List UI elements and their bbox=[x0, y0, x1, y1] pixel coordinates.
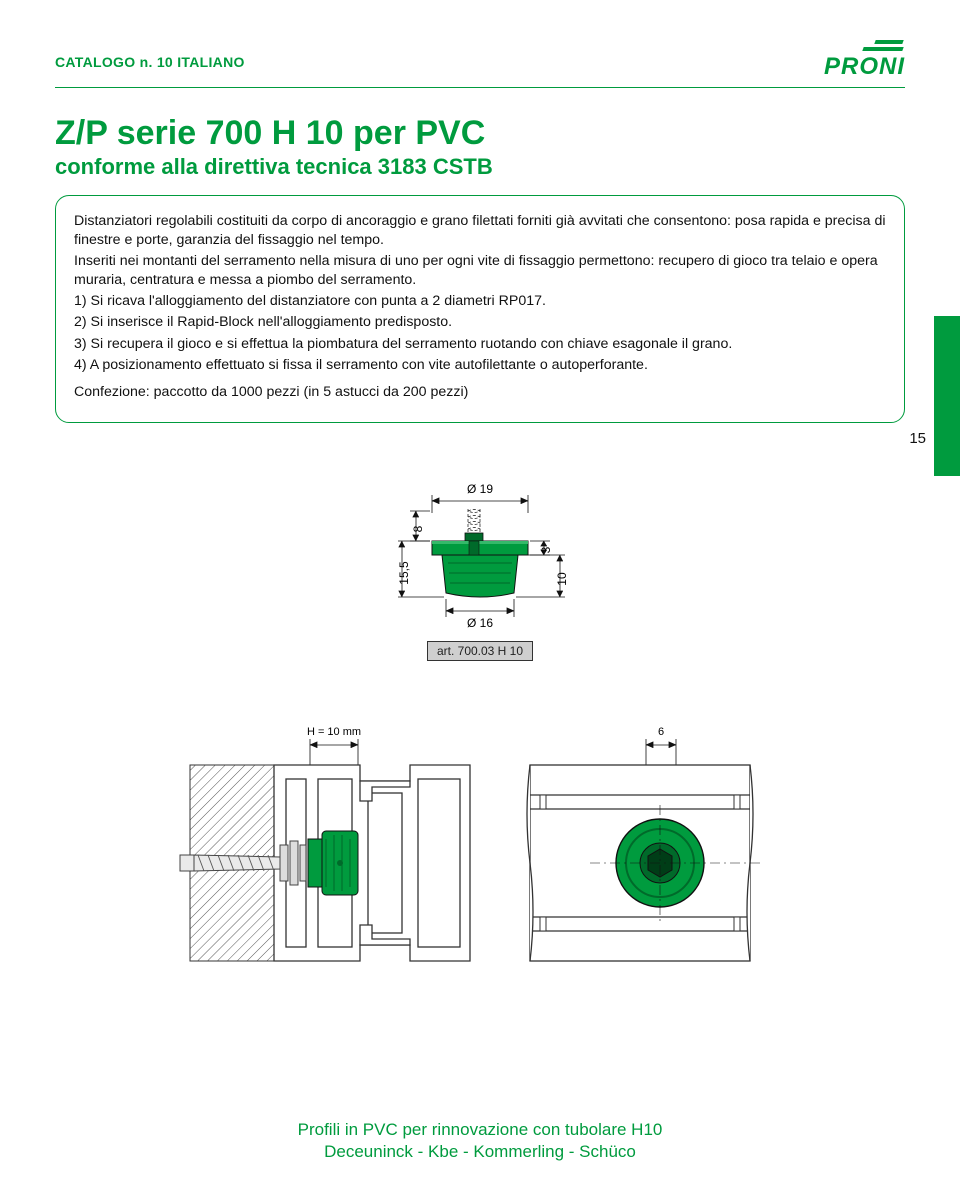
header-divider bbox=[55, 87, 905, 88]
brand-logo: PRONI bbox=[824, 40, 905, 81]
page-side-tab bbox=[934, 316, 960, 476]
title-block: Z/P serie 700 H 10 per PVC conforme alla… bbox=[55, 114, 905, 181]
brand-name: PRONI bbox=[824, 53, 905, 81]
title-sub: conforme alla direttiva tecnica 3183 CST… bbox=[55, 153, 905, 181]
dim-bottom-diameter: Ø 16 bbox=[467, 616, 493, 630]
title-main: Z/P serie 700 H 10 per PVC bbox=[55, 114, 905, 153]
desc-para-1: Distanziatori regolabili costituiti da c… bbox=[74, 212, 886, 250]
page-number: 15 bbox=[909, 430, 926, 447]
desc-step-1: 1) Si ricava l'alloggiamento del distanz… bbox=[74, 292, 886, 311]
catalog-label: CATALOGO n. 10 ITALIANO bbox=[55, 40, 245, 70]
dim-h-body: 10 bbox=[555, 572, 569, 586]
desc-step-3: 3) Si recupera il gioco e si effettua la… bbox=[74, 335, 886, 354]
part-drawing-svg: Ø 19 bbox=[370, 483, 590, 633]
dim-h-flange: 3 bbox=[539, 546, 553, 553]
article-label: art. 700.03 H 10 bbox=[427, 641, 533, 661]
desc-step-2: 2) Si inserisce il Rapid-Block nell'allo… bbox=[74, 313, 886, 332]
desc-confezione: Confezione: paccotto da 1000 pezzi (in 5… bbox=[74, 383, 886, 402]
desc-step-4: 4) A posizionamento effettuato si fissa … bbox=[74, 356, 886, 375]
section-label-hole: 6 bbox=[658, 726, 664, 738]
dim-h-total: 15,5 bbox=[397, 561, 411, 585]
page-header: CATALOGO n. 10 ITALIANO PRONI bbox=[55, 40, 905, 81]
section-label-h: H = 10 mm bbox=[307, 726, 361, 738]
section-drawing-svg: H = 10 mm 6 bbox=[160, 721, 800, 981]
section-figure: H = 10 mm 6 bbox=[55, 721, 905, 981]
page-footer: Profili in PVC per rinnovazione con tubo… bbox=[0, 1119, 960, 1163]
page: CATALOGO n. 10 ITALIANO PRONI Z/P serie … bbox=[0, 0, 960, 1193]
part-figure: Ø 19 bbox=[55, 483, 905, 661]
footer-line-1: Profili in PVC per rinnovazione con tubo… bbox=[0, 1119, 960, 1141]
desc-para-2: Inseriti nei montanti del serramento nel… bbox=[74, 252, 886, 290]
dim-top-diameter: Ø 19 bbox=[467, 483, 493, 496]
dim-h-head: 8 bbox=[411, 525, 425, 532]
footer-line-2: Deceuninck - Kbe - Kommerling - Schüco bbox=[0, 1141, 960, 1163]
logo-bars-icon bbox=[824, 40, 905, 51]
description-frame: Distanziatori regolabili costituiti da c… bbox=[55, 195, 905, 424]
